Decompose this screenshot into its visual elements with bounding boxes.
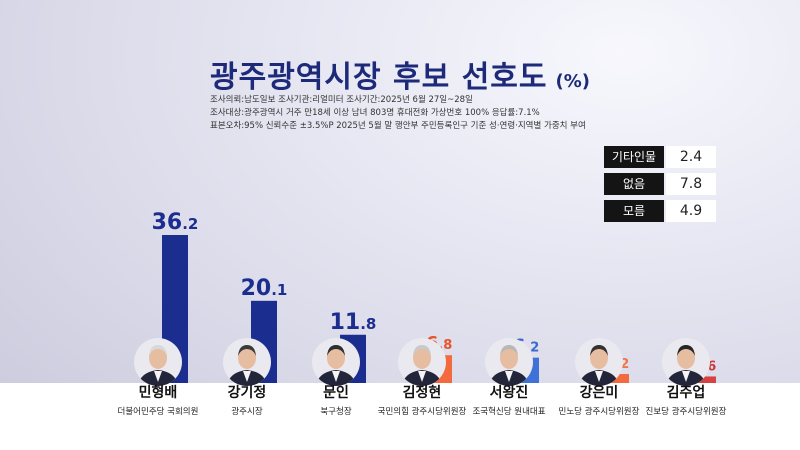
- title-text: 광주광역시장 후보 선호도: [210, 60, 548, 95]
- candidate-position: 국민의힘 광주시당위원장: [377, 407, 467, 417]
- stat-row: 기타인물 2.4: [604, 146, 716, 168]
- candidate-photo: [662, 338, 710, 386]
- stat-label: 없음: [604, 173, 664, 195]
- candidate-name: 문인: [323, 385, 349, 401]
- candidate-photo: [575, 338, 623, 386]
- candidate-name: 서왕진: [489, 385, 529, 401]
- data-label: 11.8: [330, 310, 377, 335]
- candidate-position: 북구청장: [320, 407, 352, 417]
- candidate-photo: [398, 338, 446, 386]
- stat-value: 7.8: [666, 173, 716, 195]
- candidate-footer: [0, 383, 800, 450]
- candidate-photo: [485, 338, 533, 386]
- data-label: 20.1: [241, 276, 288, 301]
- stat-label: 기타인물: [604, 146, 664, 168]
- candidate-photo: [312, 338, 360, 386]
- candidate-photo: [223, 338, 271, 386]
- candidate-position: 더불어민주당 국회의원: [117, 407, 199, 417]
- title-unit: (%): [555, 71, 591, 92]
- candidate-position: 민노당 광주시당위원장: [558, 407, 640, 417]
- candidate-name: 김주업: [666, 385, 706, 401]
- candidate-name: 민형배: [138, 385, 178, 401]
- other-responses: 기타인물 2.4 없음 7.8 모름 4.9: [604, 146, 716, 227]
- survey-line: 조사대상:광주광역시 거주 만18세 이상 남녀 803명 휴대전화 가상번호 …: [210, 108, 540, 118]
- survey-info: 조사의뢰:남도일보 조사기관:리얼미터 조사기간:2025년 6월 27일~28…: [210, 94, 586, 133]
- page-title: 광주광역시장 후보 선호도 (%): [0, 52, 800, 96]
- candidate-name: 강은미: [579, 385, 619, 401]
- candidate-position: 광주시장: [231, 407, 263, 417]
- data-label: 36.2: [152, 210, 199, 235]
- candidate-photo: [134, 338, 182, 386]
- survey-line: 조사의뢰:남도일보 조사기관:리얼미터 조사기간:2025년 6월 27일~28…: [210, 95, 473, 105]
- candidate-position: 조국혁신당 원내대표: [472, 407, 546, 417]
- stat-label: 모름: [604, 200, 664, 222]
- bar: [690, 376, 716, 383]
- stat-row: 모름 4.9: [604, 200, 716, 222]
- candidate-position: 진보당 광주시당위원장: [645, 407, 727, 417]
- survey-line: 표본오차:95% 신뢰수준 ±3.5%P 2025년 5월 말 행안부 주민등록…: [210, 121, 586, 131]
- stat-row: 없음 7.8: [604, 173, 716, 195]
- candidate-name: 김정현: [402, 385, 442, 401]
- stat-value: 4.9: [666, 200, 716, 222]
- candidate-name: 강기정: [227, 385, 267, 401]
- stat-value: 2.4: [666, 146, 716, 168]
